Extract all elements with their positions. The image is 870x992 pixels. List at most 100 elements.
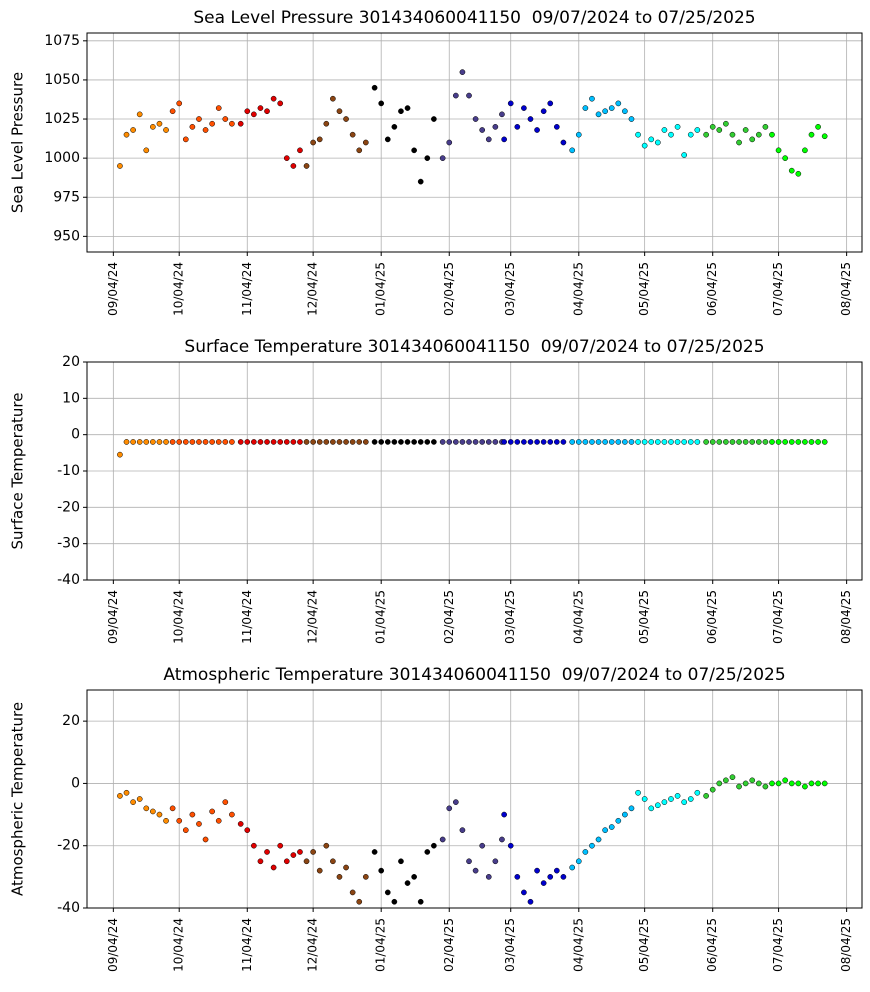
x-tick-label: 05/04/25 <box>637 262 651 316</box>
data-point <box>452 439 459 445</box>
data-point <box>244 108 251 115</box>
data-point <box>694 789 701 796</box>
data-point <box>176 817 183 824</box>
data-point <box>507 842 514 849</box>
data-point <box>417 439 424 445</box>
x-tick-label: 12/04/24 <box>306 262 320 316</box>
data-point <box>336 108 343 115</box>
data-point <box>534 127 540 133</box>
data-point <box>569 439 576 445</box>
data-point <box>582 849 589 855</box>
data-point <box>635 131 641 138</box>
data-point <box>439 836 446 843</box>
data-point <box>222 799 229 805</box>
data-point <box>283 858 290 865</box>
y-tick-label: -40 <box>57 572 80 588</box>
data-point <box>196 116 202 122</box>
data-point <box>795 170 802 177</box>
data-point <box>290 852 297 858</box>
data-point <box>150 124 156 130</box>
data-point <box>749 439 756 445</box>
data-point <box>169 108 176 115</box>
data-point <box>788 439 795 445</box>
data-point <box>431 439 437 445</box>
data-point <box>356 147 363 154</box>
data-point <box>681 152 688 158</box>
data-point <box>479 842 486 849</box>
data-point <box>485 136 492 143</box>
data-point <box>716 439 723 445</box>
data-point <box>501 811 507 818</box>
data-point <box>575 858 582 865</box>
data-point <box>709 439 716 445</box>
data-point <box>251 842 257 849</box>
data-point <box>602 827 608 833</box>
data-point <box>123 789 130 796</box>
data-point <box>343 439 349 445</box>
data-point <box>431 116 437 122</box>
x-tick-label: 07/04/25 <box>771 590 785 644</box>
data-point <box>424 155 431 161</box>
y-tick-label: 1075 <box>44 33 80 49</box>
data-point <box>648 136 655 143</box>
data-point <box>439 155 446 161</box>
data-point <box>479 439 486 445</box>
data-point <box>384 136 391 143</box>
data-point <box>378 100 385 107</box>
data-point <box>641 439 648 445</box>
data-point <box>501 439 507 445</box>
data-point <box>182 136 189 143</box>
data-point <box>404 880 411 886</box>
data-point <box>316 867 323 874</box>
data-point <box>417 898 424 905</box>
data-point <box>130 127 136 133</box>
data-point <box>802 147 808 154</box>
data-point <box>349 889 356 896</box>
data-point <box>553 124 560 130</box>
data-point <box>466 439 472 445</box>
data-point <box>316 439 323 445</box>
data-point <box>782 439 789 445</box>
data-point <box>136 111 143 118</box>
data-point <box>472 439 479 445</box>
data-point <box>330 95 336 102</box>
data-point <box>575 131 582 138</box>
data-point <box>668 131 674 138</box>
data-point <box>762 783 769 790</box>
y-axis-label: Surface Temperature <box>9 393 27 550</box>
data-point <box>507 100 514 107</box>
data-point <box>398 108 404 115</box>
data-point <box>439 439 446 445</box>
data-point <box>297 439 303 445</box>
data-point <box>485 874 492 880</box>
data-point <box>736 783 742 790</box>
data-point <box>608 105 615 111</box>
data-point <box>143 439 150 445</box>
data-point <box>709 124 716 130</box>
data-point <box>775 780 782 787</box>
x-tick-label: 08/04/25 <box>839 918 853 972</box>
x-tick-label: 02/04/25 <box>442 918 456 972</box>
data-point <box>654 439 661 445</box>
data-point <box>215 817 222 824</box>
data-point <box>755 439 762 445</box>
data-point <box>749 136 756 143</box>
data-point <box>117 793 123 799</box>
data-point <box>169 805 176 812</box>
data-point <box>534 867 540 874</box>
data-point <box>729 774 736 781</box>
data-point <box>654 802 661 809</box>
x-tick-label: 06/04/25 <box>705 918 719 972</box>
x-tick-label: 07/04/25 <box>771 262 785 316</box>
data-point <box>411 147 417 154</box>
data-point <box>323 120 330 127</box>
plot-frame <box>86 689 863 909</box>
data-point <box>123 131 130 138</box>
data-point <box>169 439 176 445</box>
data-point <box>595 439 602 445</box>
x-tick-label: 08/04/25 <box>839 590 853 644</box>
data-point <box>316 136 323 143</box>
data-point <box>411 439 417 445</box>
x-tick-label: 03/04/25 <box>503 918 517 972</box>
y-axis-label: Atmospheric Temperature <box>9 702 27 896</box>
